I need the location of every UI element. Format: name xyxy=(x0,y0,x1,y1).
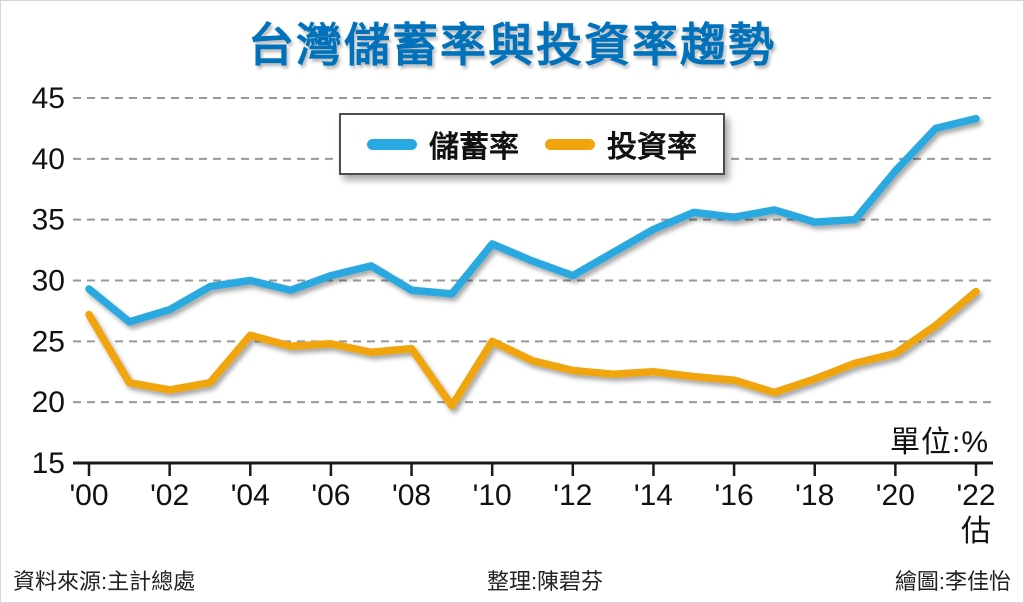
axis-layer xyxy=(73,461,993,476)
savings-rate-line xyxy=(85,114,980,326)
y-tick-label-35: 35 xyxy=(32,204,65,237)
footer-illustrator: 繪圖:李佳怡 xyxy=(894,569,1011,594)
footer-source: 資料來源:主計總處 xyxy=(13,569,196,594)
x-tick-estimate-note: 估 xyxy=(961,515,991,548)
y-tick-label-30: 30 xyxy=(32,265,65,298)
investment-rate-line xyxy=(85,287,980,410)
series-layer xyxy=(85,114,980,410)
x-tick-label-2000: '00 xyxy=(69,479,108,512)
unit-label: 單位:% xyxy=(889,426,989,459)
y-tick-label-15: 15 xyxy=(32,447,65,480)
x-tick-label-2004: '04 xyxy=(231,479,270,512)
y-tick-label-45: 45 xyxy=(32,82,65,115)
x-tick-label-2018: '18 xyxy=(795,479,834,512)
x-tick-label-2022: '22 xyxy=(956,479,995,512)
legend-label-savings-rate: 儲蓄率 xyxy=(429,131,519,164)
chart-legend: 儲蓄率 投資率 xyxy=(339,113,725,175)
x-tick-label-2006: '06 xyxy=(311,479,350,512)
y-tick-label-20: 20 xyxy=(32,386,65,419)
axis-label-layer: 15 20 25 30 35 40 45 '00 '02 '04 '06 '08 '10 '12 '14 '1… xyxy=(32,82,996,548)
legend-item-savings-rate: 儲蓄率 xyxy=(367,122,519,166)
x-tick-label-2010: '10 xyxy=(473,479,512,512)
y-tick-label-40: 40 xyxy=(32,143,65,176)
x-tick-label-2008: '08 xyxy=(392,479,431,512)
investment-rate-line-swatch-icon xyxy=(545,138,595,150)
savings-rate-line-swatch-icon xyxy=(367,138,417,150)
chart-title: 台灣儲蓄率與投資率趨勢 xyxy=(248,19,776,71)
x-tick-label-2020: '20 xyxy=(876,479,915,512)
x-tick-label-2014: '14 xyxy=(634,479,673,512)
footer-editor: 整理:陳碧芬 xyxy=(486,569,604,594)
x-tick-label-2012: '12 xyxy=(553,479,592,512)
legend-label-investment-rate: 投資率 xyxy=(607,131,697,164)
x-tick-label-2002: '02 xyxy=(150,479,189,512)
legend-item-investment-rate: 投資率 xyxy=(545,122,697,166)
footer: 資料來源:主計總處 整理:陳碧芬 繪圖:李佳怡 xyxy=(1,564,1023,596)
x-tick-label-2016: '16 xyxy=(715,479,754,512)
y-tick-label-25: 25 xyxy=(32,325,65,358)
